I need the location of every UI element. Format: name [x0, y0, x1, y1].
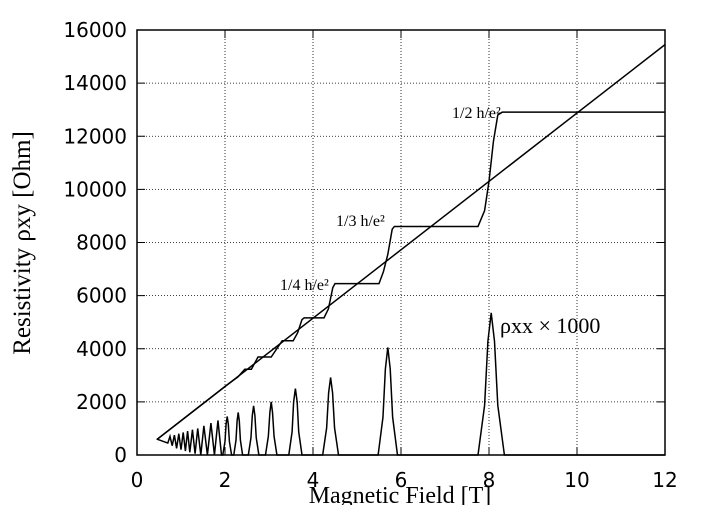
x-tick-label: 4	[307, 468, 320, 492]
y-tick-label: 6000	[76, 284, 127, 308]
x-tick-label: 8	[483, 468, 496, 492]
y-axis-label: Resistivity ρxy [Ohm]	[9, 131, 36, 355]
x-tick-label: 12	[652, 468, 677, 492]
y-tick-label: 10000	[63, 177, 127, 201]
x-axis-label: Magnetic Field [T]	[309, 483, 492, 505]
y-tick-label: 14000	[63, 71, 127, 95]
x-tick-label: 0	[131, 468, 144, 492]
data-line	[156, 111, 665, 441]
y-tick-label: 16000	[63, 18, 127, 42]
y-tick-label: 2000	[76, 390, 127, 414]
x-tick-label: 2	[219, 468, 232, 492]
annotation: 1/4 h/e²	[280, 277, 329, 294]
annotation: 1/3 h/e²	[336, 213, 385, 230]
y-tick-label: 0	[114, 443, 127, 467]
annotation: ρxx × 1000	[500, 313, 600, 338]
y-tick-label: 8000	[76, 231, 127, 255]
x-tick-label: 10	[564, 468, 589, 492]
y-tick-label: 4000	[76, 337, 127, 361]
annotation: 1/2 h/e²	[452, 105, 501, 122]
y-tick-label: 12000	[63, 124, 127, 148]
x-tick-label: 6	[395, 468, 408, 492]
data-line	[156, 312, 665, 456]
